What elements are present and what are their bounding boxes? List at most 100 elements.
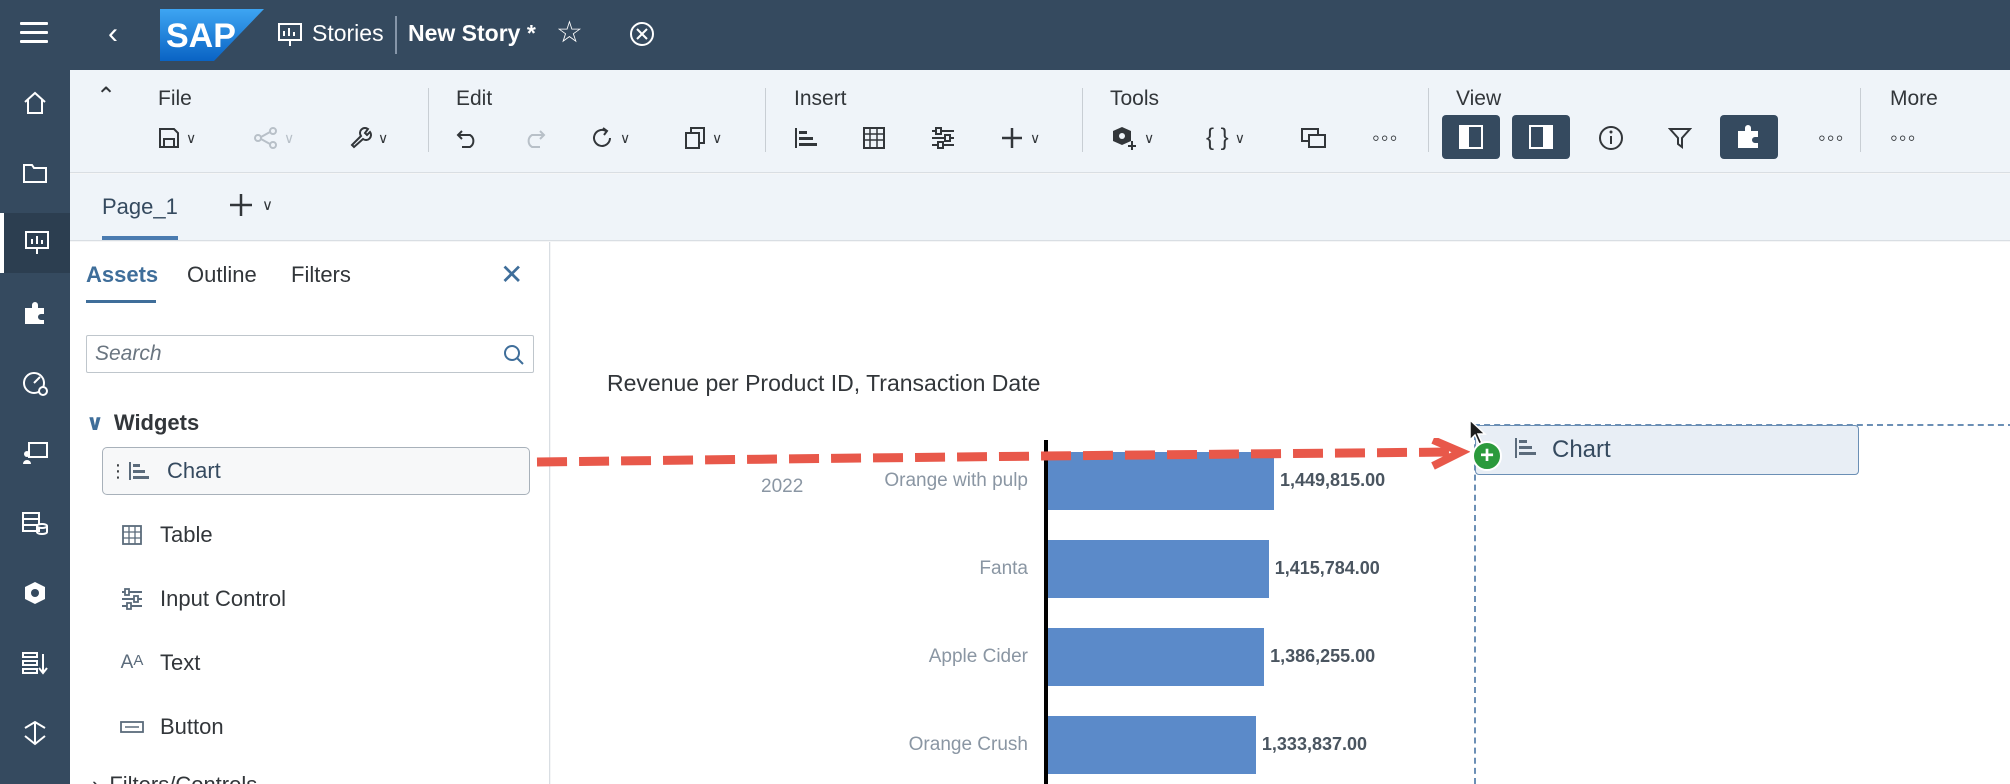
data-table-icon[interactable]	[0, 493, 70, 553]
predictive-button[interactable]: ∨	[1110, 122, 1154, 154]
insert-more-button[interactable]: ∨	[1000, 122, 1040, 154]
puzzle-icon[interactable]	[0, 283, 70, 343]
refresh-button[interactable]: ∨	[590, 122, 630, 154]
chart-axis-line	[1044, 440, 1048, 784]
info-icon	[1599, 126, 1623, 150]
undo-button[interactable]	[456, 122, 480, 154]
tab-assets[interactable]: Assets	[86, 262, 159, 287]
add-page-button[interactable]: ∨	[228, 192, 273, 218]
share-button[interactable]: ∨	[254, 122, 294, 154]
toolbar-separator	[1082, 88, 1083, 152]
copy-button[interactable]: ∨	[684, 122, 722, 154]
chart-title[interactable]: Revenue per Product ID, Transaction Date	[607, 370, 1041, 396]
copy-icon	[685, 127, 705, 149]
chart-value-label: 1,415,784.00	[1274, 558, 1380, 578]
redo-icon	[527, 130, 546, 148]
story-toolbar: ⌃ File ∨ ∨ ∨ Edit ∨ ∨ Insert	[70, 70, 2010, 173]
stories-icon	[278, 23, 302, 46]
tab-outline[interactable]: Outline	[187, 262, 257, 287]
chevron-down-icon: ∨	[284, 129, 295, 146]
close-icon[interactable]: ✕	[500, 259, 524, 290]
active-tab-indicator	[86, 300, 156, 303]
folder-icon[interactable]	[0, 143, 70, 203]
section-label: Filters/Controls	[109, 772, 257, 784]
widget-label: Button	[160, 714, 224, 739]
stories-nav-icon[interactable]	[0, 213, 70, 273]
plus-icon	[230, 194, 252, 216]
button-icon	[118, 720, 146, 734]
left-panel-toggle[interactable]	[1442, 115, 1500, 159]
stories-link[interactable]: Stories	[312, 20, 384, 46]
braces-icon: { }	[1206, 124, 1229, 151]
chart-bar[interactable]	[1048, 452, 1274, 510]
drag-ghost-label: Chart	[1552, 436, 1611, 463]
view-overflow-button[interactable]: ◦◦◦	[1818, 122, 1844, 154]
chart-bar[interactable]	[1048, 716, 1256, 774]
presentation-icon[interactable]	[0, 423, 70, 483]
chart-value-label: 1,449,815.00	[1280, 470, 1386, 490]
widget-button[interactable]: Button	[102, 703, 530, 751]
chart-category-label: Orange with pulp	[884, 470, 1028, 491]
hamburger-menu-icon[interactable]	[20, 22, 48, 46]
bar-chart-icon	[125, 461, 153, 481]
tools-overflow-button[interactable]: ◦◦◦	[1372, 122, 1398, 154]
filters-controls-section-header[interactable]: › Filters/Controls	[92, 772, 257, 784]
gauge-icon[interactable]	[0, 353, 70, 413]
preferences-button[interactable]: ∨	[348, 122, 388, 154]
plus-badge-icon: +	[1472, 441, 1502, 471]
chart-bar[interactable]	[1048, 540, 1269, 598]
more-button[interactable]: ◦◦◦	[1890, 122, 1916, 154]
edit-label: Edit	[456, 87, 493, 110]
page-tabs-bar: Page_1 ∨	[70, 174, 2010, 241]
insert-chart-button[interactable]	[794, 122, 818, 154]
story-canvas[interactable]: Revenue per Product ID, Transaction Date…	[551, 242, 2010, 784]
sort-list-icon[interactable]	[0, 633, 70, 693]
tab-filters[interactable]: Filters	[291, 262, 351, 287]
chevron-down-icon: ∨	[1030, 129, 1041, 146]
widget-table[interactable]: Table	[102, 511, 530, 559]
chevron-down-icon: ∨	[1144, 129, 1155, 146]
right-panel-toggle[interactable]	[1512, 115, 1570, 159]
redo-button[interactable]	[522, 122, 546, 154]
search-input[interactable]	[87, 336, 487, 372]
chevron-down-icon: ∨	[186, 129, 197, 146]
insert-label: Insert	[794, 87, 847, 110]
close-circle-icon[interactable]	[628, 20, 656, 48]
undo-icon	[456, 130, 475, 148]
layers-button[interactable]	[1300, 122, 1328, 154]
widget-input-control[interactable]: Input Control	[102, 575, 530, 623]
info-button[interactable]	[1598, 122, 1624, 154]
chart-bar[interactable]	[1048, 628, 1265, 686]
collapse-toolbar-icon[interactable]: ⌃	[96, 83, 117, 110]
tab-page-1[interactable]: Page_1	[102, 194, 178, 219]
widget-chart[interactable]: ⋮ Chart	[102, 447, 530, 495]
insert-input-control-button[interactable]	[930, 122, 956, 154]
builder-panel-toggle[interactable]	[1720, 115, 1778, 159]
transfer-icon[interactable]	[0, 703, 70, 763]
save-button[interactable]: ∨	[158, 122, 196, 154]
search-field	[86, 335, 534, 373]
filter-button[interactable]	[1668, 122, 1692, 154]
search-icon[interactable]	[503, 344, 525, 366]
chart-group-label: 2022	[761, 476, 804, 497]
toolbar-separator	[1428, 88, 1429, 152]
toolbar-separator	[1860, 88, 1861, 152]
back-arrow-icon[interactable]: ‹	[108, 17, 118, 50]
bar-chart-icon	[1514, 437, 1538, 464]
cube-icon[interactable]	[0, 563, 70, 623]
table-icon	[118, 524, 146, 546]
wrench-icon	[350, 127, 372, 149]
nav-rail	[0, 70, 70, 784]
widget-label: Table	[160, 522, 213, 547]
drag-handle-icon[interactable]: ⋮	[109, 460, 127, 481]
chevron-down-icon: ∨	[1234, 129, 1245, 146]
widgets-section-header[interactable]: ∨ Widgets	[86, 410, 199, 436]
chevron-down-icon: ∨	[620, 129, 631, 146]
home-icon[interactable]	[0, 73, 70, 133]
insert-table-button[interactable]	[862, 122, 886, 154]
star-icon[interactable]: ☆	[556, 16, 583, 49]
formula-button[interactable]: { } ∨	[1206, 122, 1245, 154]
widgets-header-label: Widgets	[113, 410, 200, 435]
